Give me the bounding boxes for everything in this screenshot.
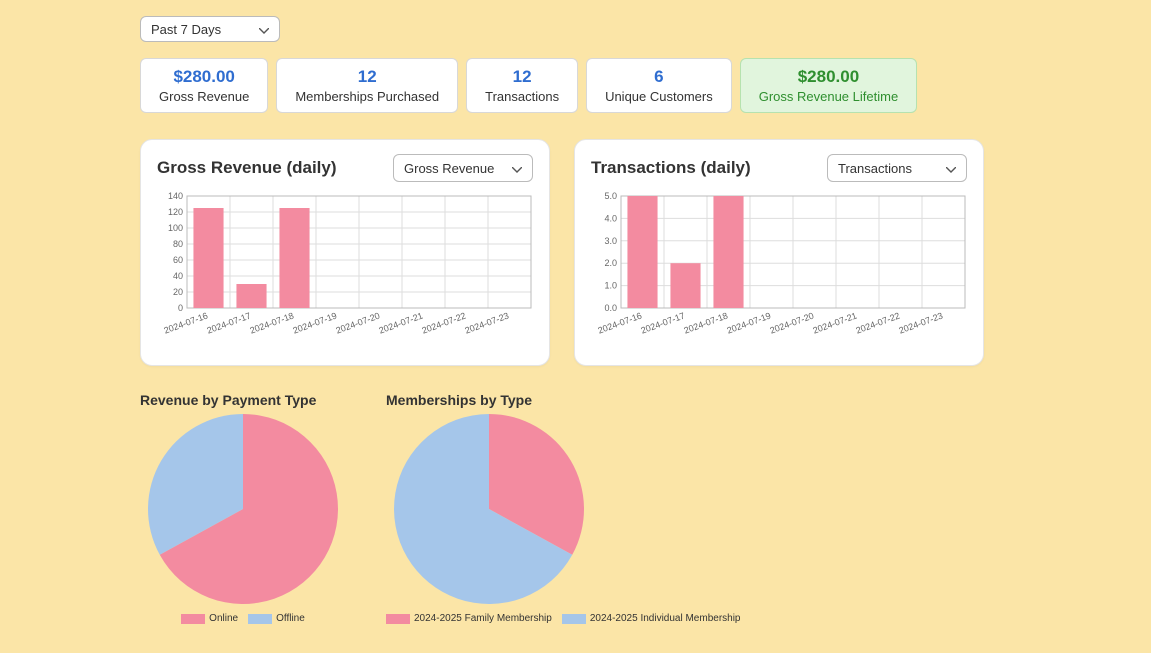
- kpi-label: Gross Revenue Lifetime: [759, 89, 898, 104]
- svg-text:2024-07-21: 2024-07-21: [377, 310, 424, 335]
- pie-row: Revenue by Payment Type Online Offline Me…: [140, 392, 1151, 624]
- legend-swatch: [181, 614, 205, 624]
- svg-text:40: 40: [173, 271, 183, 281]
- legend-swatch: [562, 614, 586, 624]
- transactions-bar-chart: 0.01.02.03.04.05.02024-07-162024-07-1720…: [591, 190, 967, 353]
- svg-text:120: 120: [168, 207, 183, 217]
- pie-chart: [386, 412, 741, 609]
- svg-text:3.0: 3.0: [604, 236, 617, 246]
- kpi-memberships-purchased[interactable]: 12 Memberships Purchased: [276, 58, 458, 113]
- select-value: Gross Revenue: [404, 161, 494, 176]
- pie-legend: 2024-2025 Family Membership 2024-2025 Ind…: [386, 613, 741, 624]
- chevron-down-icon: [259, 22, 269, 37]
- chevron-down-icon: [512, 161, 522, 176]
- svg-text:5.0: 5.0: [604, 191, 617, 201]
- panel-title: Transactions (daily): [591, 158, 751, 178]
- legend-item: Online: [181, 613, 238, 624]
- svg-text:2024-07-19: 2024-07-19: [725, 310, 772, 335]
- kpi-label: Memberships Purchased: [295, 89, 439, 104]
- kpi-gross-revenue-lifetime[interactable]: $280.00 Gross Revenue Lifetime: [740, 58, 917, 113]
- kpi-value: 12: [295, 67, 439, 87]
- svg-text:2024-07-17: 2024-07-17: [639, 310, 686, 335]
- panel-transactions: Transactions (daily) Transactions 0.0 1.0…: [574, 139, 984, 366]
- svg-text:2024-07-18: 2024-07-18: [248, 310, 295, 335]
- pie-title: Revenue by Payment Type: [140, 392, 346, 408]
- svg-text:2024-07-17: 2024-07-17: [205, 310, 252, 335]
- pie-revenue-by-payment: Revenue by Payment Type Online Offline: [140, 392, 346, 624]
- kpi-transactions[interactable]: 12 Transactions: [466, 58, 578, 113]
- transactions-metric-select[interactable]: Transactions: [827, 154, 967, 182]
- kpi-gross-revenue[interactable]: $280.00 Gross Revenue: [140, 58, 268, 113]
- svg-text:2.0: 2.0: [604, 258, 617, 268]
- legend-label: Online: [209, 613, 238, 624]
- kpi-label: Unique Customers: [605, 89, 713, 104]
- kpi-value: $280.00: [759, 67, 898, 87]
- panel-gross-revenue: Gross Revenue (daily) Gross Revenue 0 20 4…: [140, 139, 550, 366]
- revenue-bar-chart: 0204060801001201402024-07-162024-07-1720…: [157, 190, 533, 353]
- legend-item: 2024-2025 Individual Membership: [562, 613, 741, 624]
- panel-title: Gross Revenue (daily): [157, 158, 337, 178]
- svg-text:2024-07-16: 2024-07-16: [596, 310, 643, 335]
- kpi-label: Gross Revenue: [159, 89, 249, 104]
- svg-text:100: 100: [168, 223, 183, 233]
- legend-swatch: [248, 614, 272, 624]
- kpi-unique-customers[interactable]: 6 Unique Customers: [586, 58, 732, 113]
- chevron-down-icon: [946, 161, 956, 176]
- kpi-label: Transactions: [485, 89, 559, 104]
- pie-memberships-by-type: Memberships by Type 2024-2025 Family Mem…: [386, 392, 741, 624]
- legend-item: Offline: [248, 613, 305, 624]
- date-range-value: Past 7 Days: [151, 22, 221, 37]
- kpi-row: $280.00 Gross Revenue 12 Memberships Pur…: [140, 58, 1151, 113]
- svg-text:2024-07-22: 2024-07-22: [420, 310, 467, 335]
- kpi-value: 12: [485, 67, 559, 87]
- legend-swatch: [386, 614, 410, 624]
- pie-title: Memberships by Type: [386, 392, 741, 408]
- svg-text:2024-07-22: 2024-07-22: [854, 310, 901, 335]
- svg-text:2024-07-23: 2024-07-23: [463, 310, 510, 335]
- svg-text:140: 140: [168, 191, 183, 201]
- kpi-value: 6: [605, 67, 713, 87]
- select-value: Transactions: [838, 161, 912, 176]
- svg-text:2024-07-16: 2024-07-16: [162, 310, 209, 335]
- legend-label: 2024-2025 Individual Membership: [590, 613, 741, 624]
- svg-text:0: 0: [178, 303, 183, 313]
- svg-text:2024-07-18: 2024-07-18: [682, 310, 729, 335]
- svg-text:2024-07-21: 2024-07-21: [811, 310, 858, 335]
- svg-text:2024-07-23: 2024-07-23: [897, 310, 944, 335]
- revenue-metric-select[interactable]: Gross Revenue: [393, 154, 533, 182]
- pie-legend: Online Offline: [140, 613, 346, 624]
- svg-text:80: 80: [173, 239, 183, 249]
- svg-text:0.0: 0.0: [604, 303, 617, 313]
- svg-text:2024-07-20: 2024-07-20: [334, 310, 381, 335]
- chart-panels: Gross Revenue (daily) Gross Revenue 0 20 4…: [140, 139, 1151, 366]
- svg-text:2024-07-20: 2024-07-20: [768, 310, 815, 335]
- date-range-select[interactable]: Past 7 Days: [140, 16, 280, 42]
- svg-text:20: 20: [173, 287, 183, 297]
- legend-item: 2024-2025 Family Membership: [386, 613, 552, 624]
- kpi-value: $280.00: [159, 67, 249, 87]
- legend-label: Offline: [276, 613, 305, 624]
- legend-label: 2024-2025 Family Membership: [414, 613, 552, 624]
- svg-text:2024-07-19: 2024-07-19: [291, 310, 338, 335]
- svg-text:1.0: 1.0: [604, 281, 617, 291]
- svg-text:60: 60: [173, 255, 183, 265]
- pie-chart: [140, 412, 346, 609]
- svg-text:4.0: 4.0: [604, 213, 617, 223]
